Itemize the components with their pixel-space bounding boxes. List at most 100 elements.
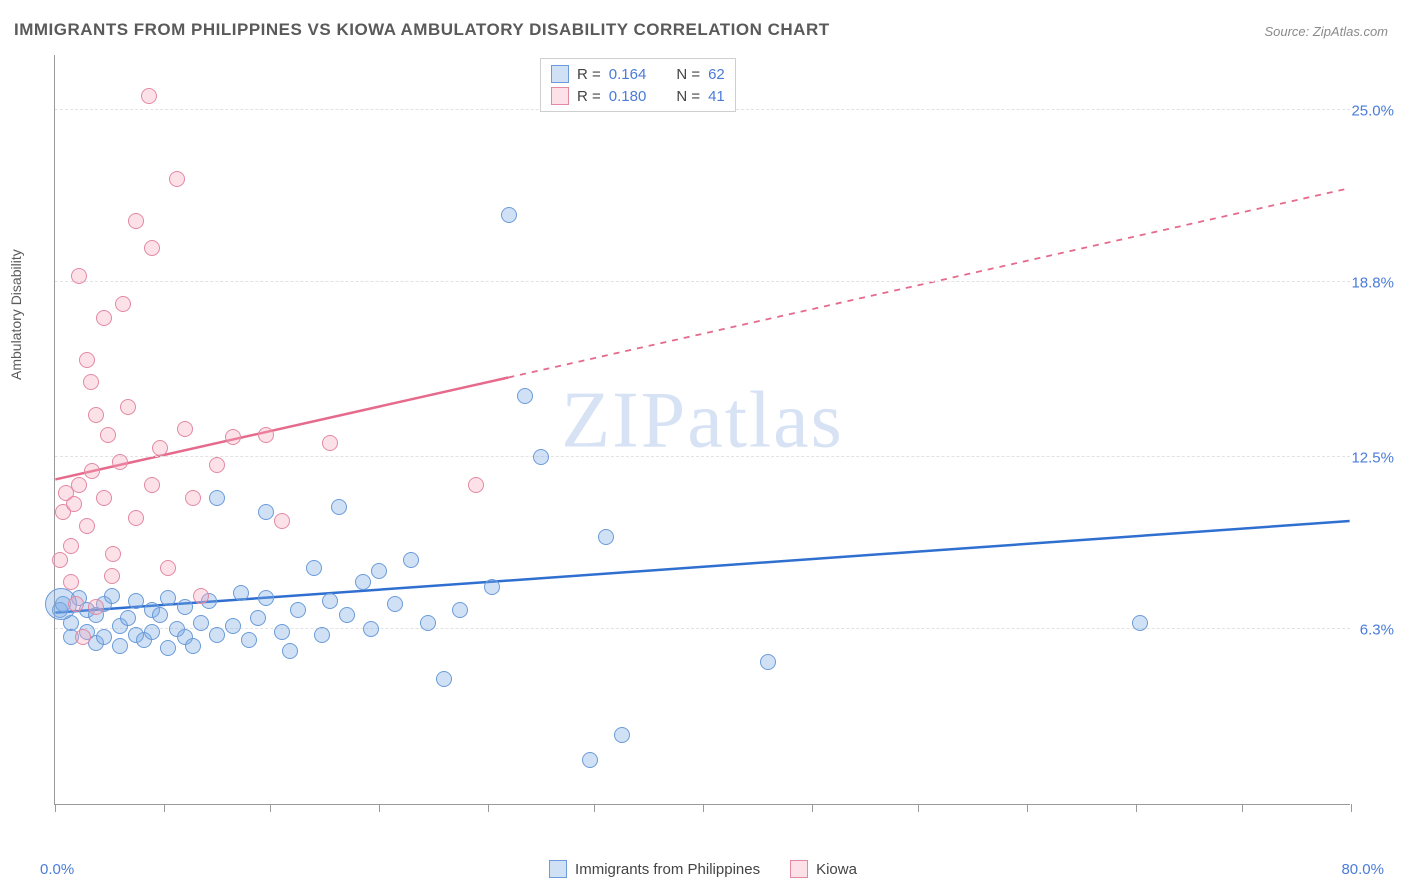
data-point [96,490,112,506]
data-point [177,421,193,437]
plot-area: ZIPatlas [54,55,1350,805]
swatch-series-0 [549,860,567,878]
R-value-0: 0.164 [609,66,647,83]
data-point [598,529,614,545]
swatch-series-1 [551,87,569,105]
data-point [250,610,266,626]
data-point [331,499,347,515]
data-point [75,629,91,645]
data-point [306,560,322,576]
data-point [420,615,436,631]
data-point [141,88,157,104]
source-label: Source: ZipAtlas.com [1264,24,1388,39]
legend-stats-row: R = 0.164 N = 62 [551,63,725,85]
R-value-1: 0.180 [609,88,647,105]
data-point [115,296,131,312]
data-point [282,643,298,659]
data-point [120,610,136,626]
data-point [185,638,201,654]
data-point [83,374,99,390]
y-tick-label: 12.5% [1351,449,1394,466]
swatch-series-0 [551,65,569,83]
data-point [258,590,274,606]
data-point [100,427,116,443]
data-point [233,585,249,601]
data-point [144,240,160,256]
data-point [363,621,379,637]
chart-container: IMMIGRANTS FROM PHILIPPINES VS KIOWA AMB… [0,0,1406,892]
data-point [322,593,338,609]
data-point [96,310,112,326]
data-point [128,593,144,609]
data-point [52,552,68,568]
data-point [274,624,290,640]
data-point [241,632,257,648]
data-point [88,407,104,423]
data-point [209,457,225,473]
data-point [105,546,121,562]
data-point [258,427,274,443]
data-point [128,213,144,229]
data-point [84,463,100,479]
data-point [355,574,371,590]
legend-item: Immigrants from Philippines [549,860,760,878]
R-label: R = [577,66,601,83]
R-label: R = [577,88,601,105]
N-label: N = [676,88,700,105]
chart-title: IMMIGRANTS FROM PHILIPPINES VS KIOWA AMB… [14,20,830,40]
data-point [79,352,95,368]
data-point [436,671,452,687]
data-point [185,490,201,506]
data-point [160,590,176,606]
data-point [104,568,120,584]
series-label-0: Immigrants from Philippines [575,861,760,878]
data-point [501,207,517,223]
data-point [533,449,549,465]
data-point [387,596,403,612]
legend-stats: R = 0.164 N = 62 R = 0.180 N = 41 [540,58,736,112]
data-point [225,429,241,445]
data-point [144,624,160,640]
data-point [209,490,225,506]
data-point [582,752,598,768]
data-point [112,638,128,654]
data-point [152,607,168,623]
data-point [169,171,185,187]
data-point [66,496,82,512]
data-point [371,563,387,579]
trend-lines [55,55,1350,804]
data-point [290,602,306,618]
data-point [468,477,484,493]
data-point [314,627,330,643]
data-point [144,477,160,493]
data-point [128,510,144,526]
data-point [403,552,419,568]
data-point [225,618,241,634]
y-tick-label: 25.0% [1351,102,1394,119]
series-label-1: Kiowa [816,861,857,878]
N-label: N = [676,66,700,83]
data-point [760,654,776,670]
data-point [112,454,128,470]
data-point [339,607,355,623]
data-point [258,504,274,520]
data-point [193,615,209,631]
data-point [68,596,84,612]
data-point [96,629,112,645]
data-point [452,602,468,618]
data-point [274,513,290,529]
data-point [63,538,79,554]
data-point [88,599,104,615]
data-point [322,435,338,451]
data-point [63,574,79,590]
legend-stats-row: R = 0.180 N = 41 [551,85,725,107]
data-point [1132,615,1148,631]
data-point [71,268,87,284]
data-point [517,388,533,404]
legend-item: Kiowa [790,860,857,878]
legend-series: Immigrants from Philippines Kiowa [0,860,1406,878]
data-point [120,399,136,415]
y-tick-label: 18.8% [1351,274,1394,291]
data-point [160,560,176,576]
y-axis-label: Ambulatory Disability [8,249,24,380]
